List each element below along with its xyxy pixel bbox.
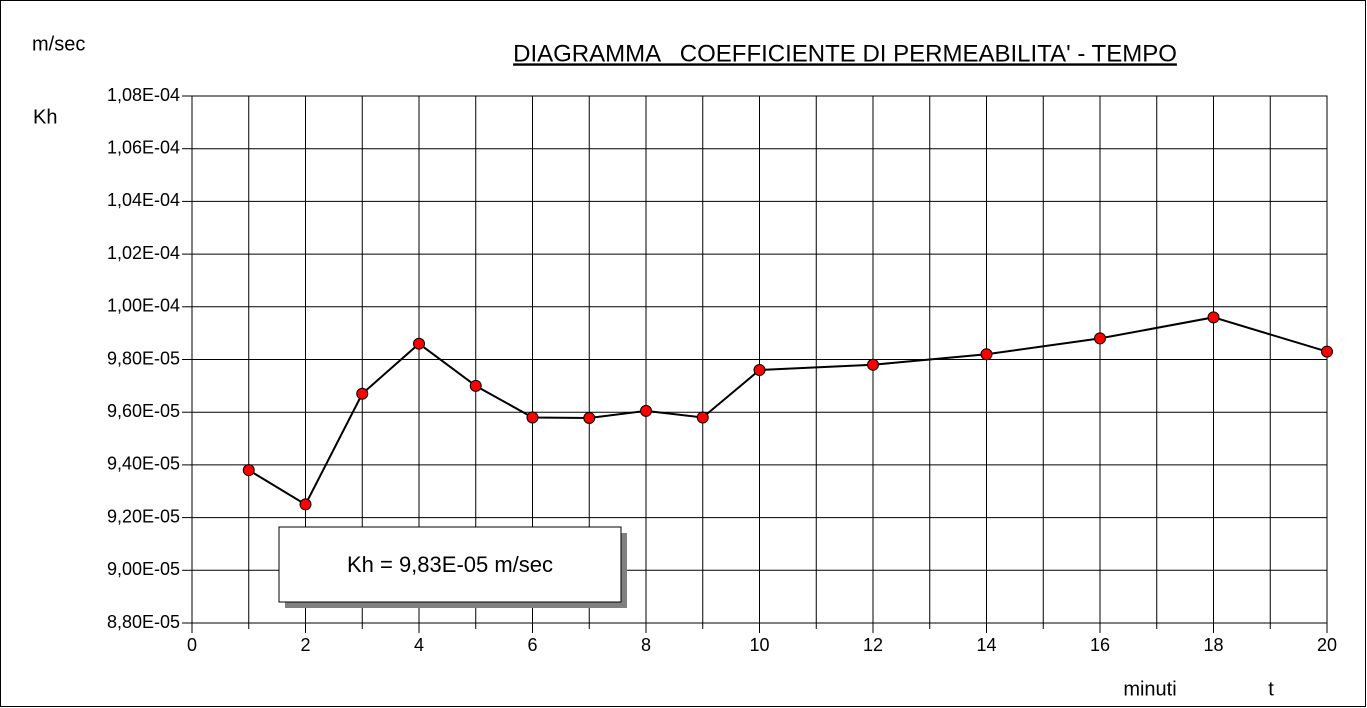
data-point [583, 411, 596, 424]
x-tick-label: 16 [1090, 635, 1110, 655]
x-tick-label: 6 [527, 635, 537, 655]
data-point [1207, 311, 1220, 324]
y-tick-label: 8,80E-05 [107, 612, 180, 632]
x-axis-symbol: t [1268, 678, 1274, 700]
annotation-box [278, 526, 622, 603]
annotation: Kh = 9,83E-05 m/sec [347, 552, 553, 577]
y-tick-label: 9,20E-05 [107, 506, 180, 526]
data-point [640, 404, 652, 417]
data-point [1094, 332, 1106, 345]
data-point [696, 411, 709, 424]
x-tick-label: 18 [1203, 635, 1223, 655]
x-axis-label: minuti [1123, 678, 1176, 700]
x-tick-label: 10 [749, 635, 769, 655]
y-tick-label: 9,80E-05 [107, 348, 180, 368]
data-point [242, 464, 255, 477]
data-point [469, 379, 482, 392]
data-point [356, 387, 369, 400]
data-point [980, 348, 993, 361]
y-tick-label: 9,00E-05 [107, 559, 180, 579]
x-tick-label: 2 [300, 635, 310, 655]
x-tick-label: 4 [414, 635, 424, 655]
data-point [867, 358, 879, 371]
x-tick-label: 0 [187, 635, 197, 655]
y-tick-label: 1,04E-04 [107, 190, 180, 210]
y-tick-label: 1,06E-04 [107, 137, 180, 157]
x-tick-label: 12 [863, 635, 883, 655]
plot-area [191, 95, 1328, 624]
x-tick-label: 20 [1317, 635, 1337, 655]
x-tick-label: 14 [976, 635, 996, 655]
chart-title: DIAGRAMMA COEFFICIENTE DI PERMEABILITA' … [513, 40, 1177, 67]
data-point [526, 411, 539, 424]
y-axis-label: Kh [33, 106, 57, 128]
y-tick-label: 9,40E-05 [107, 454, 180, 474]
y-unit: m/sec [32, 33, 85, 55]
x-tick-label: 8 [641, 635, 651, 655]
data-point [413, 337, 425, 350]
data-point [753, 364, 766, 377]
data-point [299, 498, 312, 511]
y-tick-label: 9,60E-05 [107, 401, 180, 421]
data-point [1321, 345, 1333, 358]
y-tick-label: 1,08E-04 [107, 85, 180, 105]
y-tick-label: 1,02E-04 [107, 243, 180, 263]
y-tick-label: 1,00E-04 [107, 296, 180, 316]
